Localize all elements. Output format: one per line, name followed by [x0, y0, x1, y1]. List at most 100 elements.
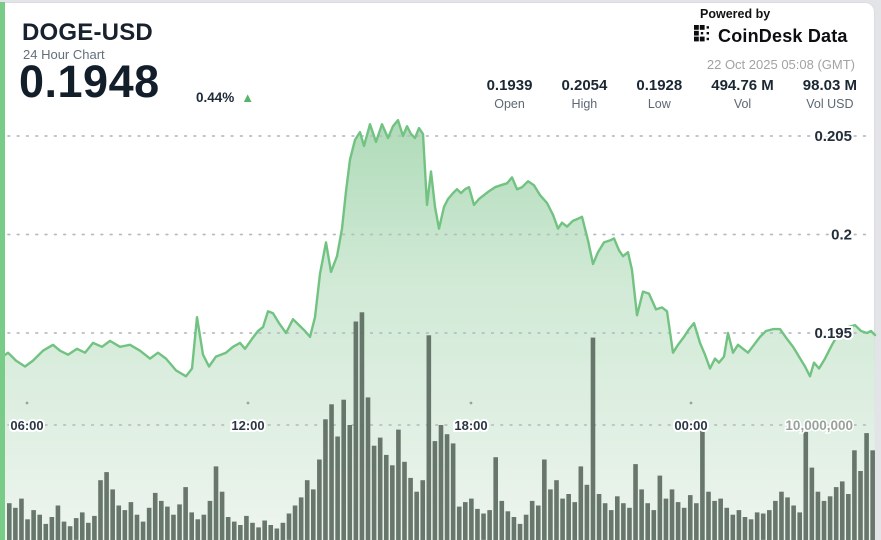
volume-bar: [487, 510, 492, 540]
volume-bar: [171, 514, 176, 540]
volume-bar: [426, 335, 432, 540]
volume-bar: [511, 517, 517, 540]
volume-bar: [584, 484, 590, 540]
volume-bar: [201, 514, 207, 540]
volume-bar: [13, 507, 18, 540]
change-percent: 0.44%: [196, 90, 235, 105]
volume-bar: [730, 514, 736, 540]
stat-label: Open: [494, 97, 525, 111]
volume-bar: [700, 429, 705, 540]
volume-bar: [742, 517, 748, 540]
volume-bar: [7, 503, 12, 540]
volume-bar: [250, 522, 255, 540]
volume-bar: [256, 527, 261, 540]
volume-bar: [821, 500, 827, 540]
x-axis-tick-label: 18:00: [454, 418, 487, 433]
volume-bar: [590, 337, 596, 540]
volume-bar: [274, 528, 280, 540]
volume-bar: [712, 500, 717, 540]
volume-bar: [335, 436, 340, 540]
volume-bar: [61, 521, 67, 540]
volume-bar: [262, 520, 267, 540]
x-axis-tick-label: 12:00: [231, 418, 264, 433]
volume-bar: [195, 519, 201, 540]
volume-bar: [517, 523, 523, 540]
volume-bar: [499, 500, 505, 540]
volume-bar: [542, 459, 547, 540]
volume-bar: [505, 511, 511, 540]
volume-bar: [846, 494, 851, 540]
volume-bar: [651, 510, 657, 540]
volume-bar: [323, 419, 328, 540]
volume-bar: [481, 513, 486, 540]
volume-bar: [803, 431, 809, 540]
volume-bar: [238, 525, 243, 540]
volume-bar: [724, 507, 730, 540]
stat-value: 0.1939: [486, 77, 533, 94]
volume-bar: [104, 472, 109, 540]
x-axis-tick: [246, 401, 250, 405]
price-line: [0, 119, 877, 378]
volume-bar: [165, 506, 170, 540]
x-axis-tick: [25, 401, 29, 405]
volume-bar: [396, 429, 401, 540]
volume-bar: [420, 480, 426, 540]
stat-low: 0.1928 Low: [636, 77, 682, 111]
volume-bar: [231, 521, 237, 540]
volume-bar: [602, 503, 608, 540]
stat-value: 494.76 M: [711, 77, 774, 94]
volume-bar: [554, 480, 559, 540]
volume-bar: [383, 454, 389, 540]
volume-bar: [37, 514, 42, 540]
volume-bar: [67, 526, 73, 540]
volume-bar: [456, 506, 462, 540]
volume-bar: [621, 503, 626, 540]
volume-bar: [681, 507, 687, 540]
volume-bar: [450, 443, 456, 540]
y-axis-tick-label: 0.195: [814, 325, 852, 342]
volume-bar: [785, 497, 790, 540]
volume-bar: [359, 312, 365, 540]
x-axis-tick-label: 00:00: [674, 418, 707, 433]
volume-bar: [347, 425, 353, 540]
volume-bar: [560, 498, 565, 540]
volume-bar: [377, 437, 383, 540]
volume-bar: [329, 404, 334, 540]
volume-bar: [767, 510, 772, 540]
volume-bar: [189, 512, 194, 540]
volume-bar: [146, 507, 152, 540]
volume-bar: [475, 508, 480, 540]
volume-bar: [779, 491, 784, 540]
chart-subtitle: 24 Hour Chart: [23, 47, 105, 62]
volume-bar: [791, 505, 796, 540]
accent-stripe: [0, 2, 5, 540]
volume-bar: [225, 517, 231, 540]
volume-bar: [809, 467, 815, 540]
volume-bar: [414, 491, 419, 540]
volume-bar: [469, 498, 474, 540]
volume-bar: [864, 433, 869, 540]
volume-bar: [177, 504, 182, 540]
volume-bar: [353, 321, 359, 540]
coindesk-logo-icon: [694, 25, 713, 48]
coindesk-brand-link[interactable]: CoinDesk Data: [694, 25, 848, 48]
volume-bar: [25, 519, 30, 540]
volume-bar: [219, 491, 225, 540]
volume-axis-label: 10,000,000: [785, 418, 853, 433]
volume-bar: [815, 491, 821, 540]
volume-bar: [748, 519, 754, 540]
volume-bar: [207, 500, 213, 540]
volume-bar: [754, 512, 760, 540]
volume-bar: [311, 489, 316, 540]
volume-bar: [134, 514, 140, 540]
volume-bar: [566, 494, 571, 540]
stat-vol: 494.76 M Vol: [711, 77, 774, 111]
volume-bar: [687, 495, 693, 540]
current-price: 0.1948: [19, 56, 160, 107]
volume-bar: [286, 513, 292, 540]
volume-bar: [797, 512, 802, 540]
volume-bar: [839, 481, 845, 540]
powered-by-label: Powered by: [700, 7, 771, 21]
